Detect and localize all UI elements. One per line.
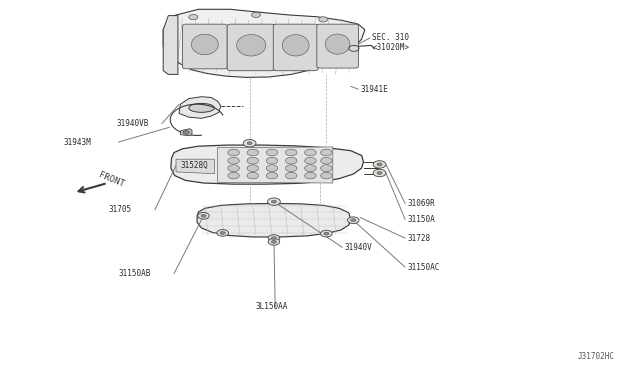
Circle shape <box>228 149 239 156</box>
Text: 31940V: 31940V <box>344 243 372 252</box>
Circle shape <box>285 165 297 171</box>
Circle shape <box>305 149 316 156</box>
Text: 31940VB: 31940VB <box>116 119 149 128</box>
Circle shape <box>321 172 332 179</box>
Circle shape <box>198 212 209 219</box>
Polygon shape <box>171 145 364 184</box>
Circle shape <box>243 140 256 147</box>
Circle shape <box>324 232 329 235</box>
Text: 31728: 31728 <box>408 234 431 243</box>
Circle shape <box>271 200 276 203</box>
Circle shape <box>271 237 276 240</box>
Text: 31943M: 31943M <box>64 138 92 147</box>
Circle shape <box>228 165 239 171</box>
Circle shape <box>377 163 382 166</box>
Circle shape <box>305 165 316 171</box>
Circle shape <box>321 149 332 156</box>
Circle shape <box>377 171 382 174</box>
Text: SEC. 310: SEC. 310 <box>372 33 410 42</box>
Text: 31941E: 31941E <box>360 85 388 94</box>
Circle shape <box>268 238 280 245</box>
Circle shape <box>285 157 297 164</box>
Circle shape <box>201 214 206 217</box>
FancyBboxPatch shape <box>273 24 318 71</box>
Polygon shape <box>163 9 365 77</box>
Circle shape <box>247 142 252 145</box>
Ellipse shape <box>237 35 266 56</box>
Text: 31705: 31705 <box>108 205 131 214</box>
Circle shape <box>247 165 259 171</box>
Circle shape <box>189 15 198 20</box>
Ellipse shape <box>282 35 309 56</box>
Circle shape <box>373 169 386 177</box>
Circle shape <box>266 157 278 164</box>
Circle shape <box>247 157 259 164</box>
Circle shape <box>268 198 280 205</box>
Circle shape <box>247 172 259 179</box>
Circle shape <box>183 131 189 134</box>
Text: <31020M>: <31020M> <box>372 43 410 52</box>
Circle shape <box>348 217 359 224</box>
Circle shape <box>321 230 332 237</box>
Ellipse shape <box>325 34 350 54</box>
Text: J31702HC: J31702HC <box>577 352 614 361</box>
Circle shape <box>247 149 259 156</box>
FancyBboxPatch shape <box>317 24 358 68</box>
Circle shape <box>228 157 239 164</box>
Circle shape <box>266 165 278 171</box>
Text: 31069R: 31069R <box>408 199 435 208</box>
Circle shape <box>271 240 276 243</box>
Polygon shape <box>180 129 192 136</box>
Ellipse shape <box>191 34 218 55</box>
Text: 31150A: 31150A <box>408 215 435 224</box>
Circle shape <box>228 172 239 179</box>
Text: 3L150AA: 3L150AA <box>256 302 289 311</box>
Ellipse shape <box>189 103 214 112</box>
Polygon shape <box>197 203 351 237</box>
Circle shape <box>351 219 356 222</box>
Polygon shape <box>218 147 333 183</box>
Circle shape <box>305 172 316 179</box>
Circle shape <box>321 157 332 164</box>
Polygon shape <box>176 159 214 174</box>
Circle shape <box>373 161 386 168</box>
Circle shape <box>305 157 316 164</box>
Text: 31150AC: 31150AC <box>408 263 440 272</box>
Circle shape <box>220 231 225 234</box>
Circle shape <box>266 149 278 156</box>
Circle shape <box>319 17 328 22</box>
Circle shape <box>266 172 278 179</box>
Circle shape <box>285 172 297 179</box>
Text: 31150AB: 31150AB <box>118 269 151 278</box>
Text: 31528Q: 31528Q <box>180 161 208 170</box>
FancyBboxPatch shape <box>227 24 275 71</box>
Circle shape <box>252 12 260 17</box>
Circle shape <box>217 230 228 236</box>
Polygon shape <box>179 97 221 118</box>
Circle shape <box>268 235 280 241</box>
Circle shape <box>285 149 297 156</box>
Circle shape <box>321 165 332 171</box>
Polygon shape <box>163 16 178 74</box>
FancyBboxPatch shape <box>182 24 227 69</box>
Text: FRONT: FRONT <box>97 170 125 189</box>
